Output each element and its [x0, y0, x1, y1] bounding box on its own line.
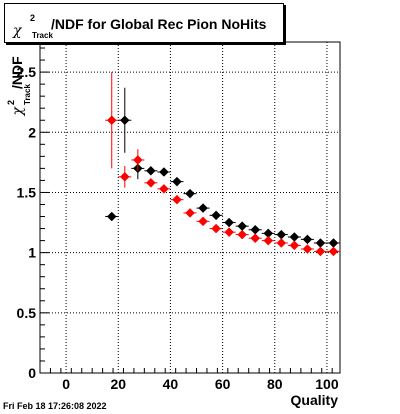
data-point	[237, 229, 248, 240]
data-point	[106, 211, 117, 222]
data-point	[224, 227, 234, 238]
title-superscript: 2	[30, 13, 36, 23]
grid-lines	[40, 42, 340, 374]
y-tick-label: 1.5	[17, 184, 37, 200]
x-tick-label: 0	[62, 376, 70, 392]
x-axis-title: Quality	[291, 392, 339, 408]
data-point	[276, 238, 287, 248]
data-point	[146, 177, 156, 188]
y-axis-title-subscript: Track	[23, 84, 32, 105]
data-point	[289, 240, 300, 251]
axis-ticks	[39, 47, 333, 374]
y-tick-label: 2	[28, 124, 36, 140]
data-point	[159, 167, 169, 177]
data-series	[105, 72, 340, 257]
data-point	[302, 234, 313, 245]
data-point	[211, 210, 221, 221]
data-point	[328, 246, 339, 257]
data-point	[302, 244, 313, 254]
data-point	[198, 203, 208, 213]
x-tick-label: 40	[163, 376, 179, 392]
x-tick-label: 100	[315, 376, 339, 392]
data-point	[250, 233, 261, 244]
y-axis-title-text: /NDF	[9, 56, 25, 89]
y-tick-label: 0.5	[17, 305, 37, 321]
data-point	[185, 188, 195, 199]
title-symbol: χ	[13, 23, 22, 39]
y-axis-title-symbol: χ	[10, 105, 26, 116]
data-point	[224, 217, 234, 228]
data-point	[289, 232, 300, 242]
x-tick-label: 60	[215, 376, 231, 392]
chart-title-box: χ 2 Track /NDF for Global Rec Pion NoHit…	[4, 3, 284, 43]
x-tick-label: 20	[110, 376, 126, 392]
data-point	[315, 246, 326, 257]
data-point	[185, 208, 195, 218]
title-subscript: Track	[32, 31, 53, 40]
y-axis-title-superscript: 2	[6, 100, 16, 105]
data-point	[159, 183, 169, 194]
x-tick-label: 80	[267, 376, 283, 392]
data-point	[119, 115, 130, 126]
plot-frame	[39, 41, 341, 374]
tick-labels: 0 20 40 60 80 100 0 0.5 1 1.5 2 2.5	[17, 64, 339, 392]
data-point	[146, 165, 156, 176]
y-tick-label: 1	[28, 245, 36, 261]
y-axis-title: χ 2 Track /NDF	[6, 56, 32, 117]
data-point	[132, 155, 143, 165]
data-point	[172, 194, 182, 205]
y-tick-label: 0	[28, 365, 36, 381]
data-point	[250, 224, 261, 235]
chart-title: /NDF for Global Rec Pion NoHits	[51, 16, 267, 32]
timestamp-footer: Fri Feb 18 17:26:08 2022	[3, 401, 107, 411]
y-tick-label: 2.5	[17, 64, 37, 80]
data-point	[276, 229, 287, 240]
data-point	[106, 115, 117, 126]
data-point	[237, 221, 248, 232]
data-point	[198, 216, 208, 227]
data-point	[211, 223, 221, 234]
data-point	[119, 171, 130, 182]
data-point	[263, 235, 274, 246]
series-1	[105, 72, 340, 257]
data-point	[328, 238, 339, 248]
data-point	[172, 176, 182, 187]
data-point	[315, 238, 326, 248]
